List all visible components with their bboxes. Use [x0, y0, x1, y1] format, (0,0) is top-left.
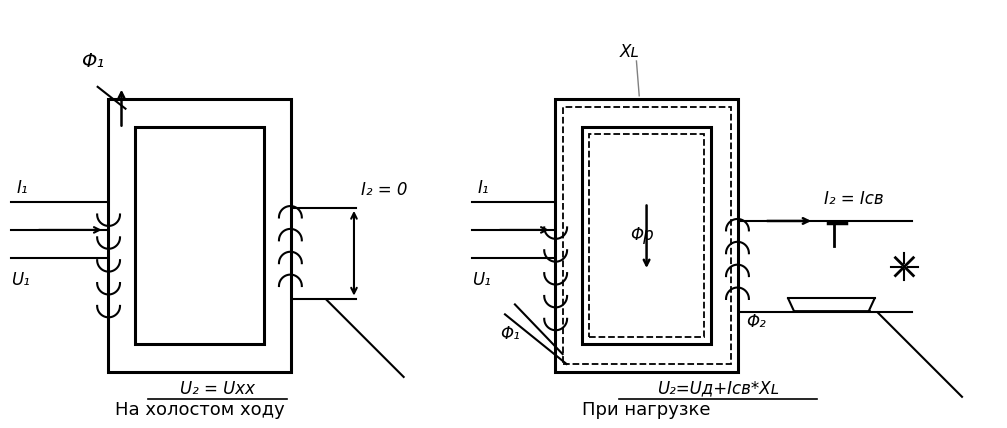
Text: U₂ = Uхх: U₂ = Uхх [180, 380, 256, 398]
Text: Xʟ: Xʟ [619, 43, 639, 61]
Text: Φ₂: Φ₂ [746, 313, 766, 331]
Text: Φ₁: Φ₁ [500, 325, 520, 343]
Text: U₂=Uд+Iсв*Xʟ: U₂=Uд+Iсв*Xʟ [658, 380, 779, 398]
Text: Φр: Φр [629, 226, 654, 244]
Text: U₁: U₁ [11, 270, 30, 288]
Text: I₁: I₁ [477, 179, 488, 197]
Text: При нагрузке: При нагрузке [582, 401, 711, 419]
Text: На холостом ходу: На холостом ходу [115, 401, 284, 419]
Text: I₂ = 0: I₂ = 0 [361, 181, 408, 199]
Text: I₁: I₁ [16, 179, 27, 197]
Text: I₂ = Iсв: I₂ = Iсв [824, 190, 883, 208]
Text: U₁: U₁ [472, 270, 491, 288]
Text: Φ₁: Φ₁ [81, 52, 105, 71]
